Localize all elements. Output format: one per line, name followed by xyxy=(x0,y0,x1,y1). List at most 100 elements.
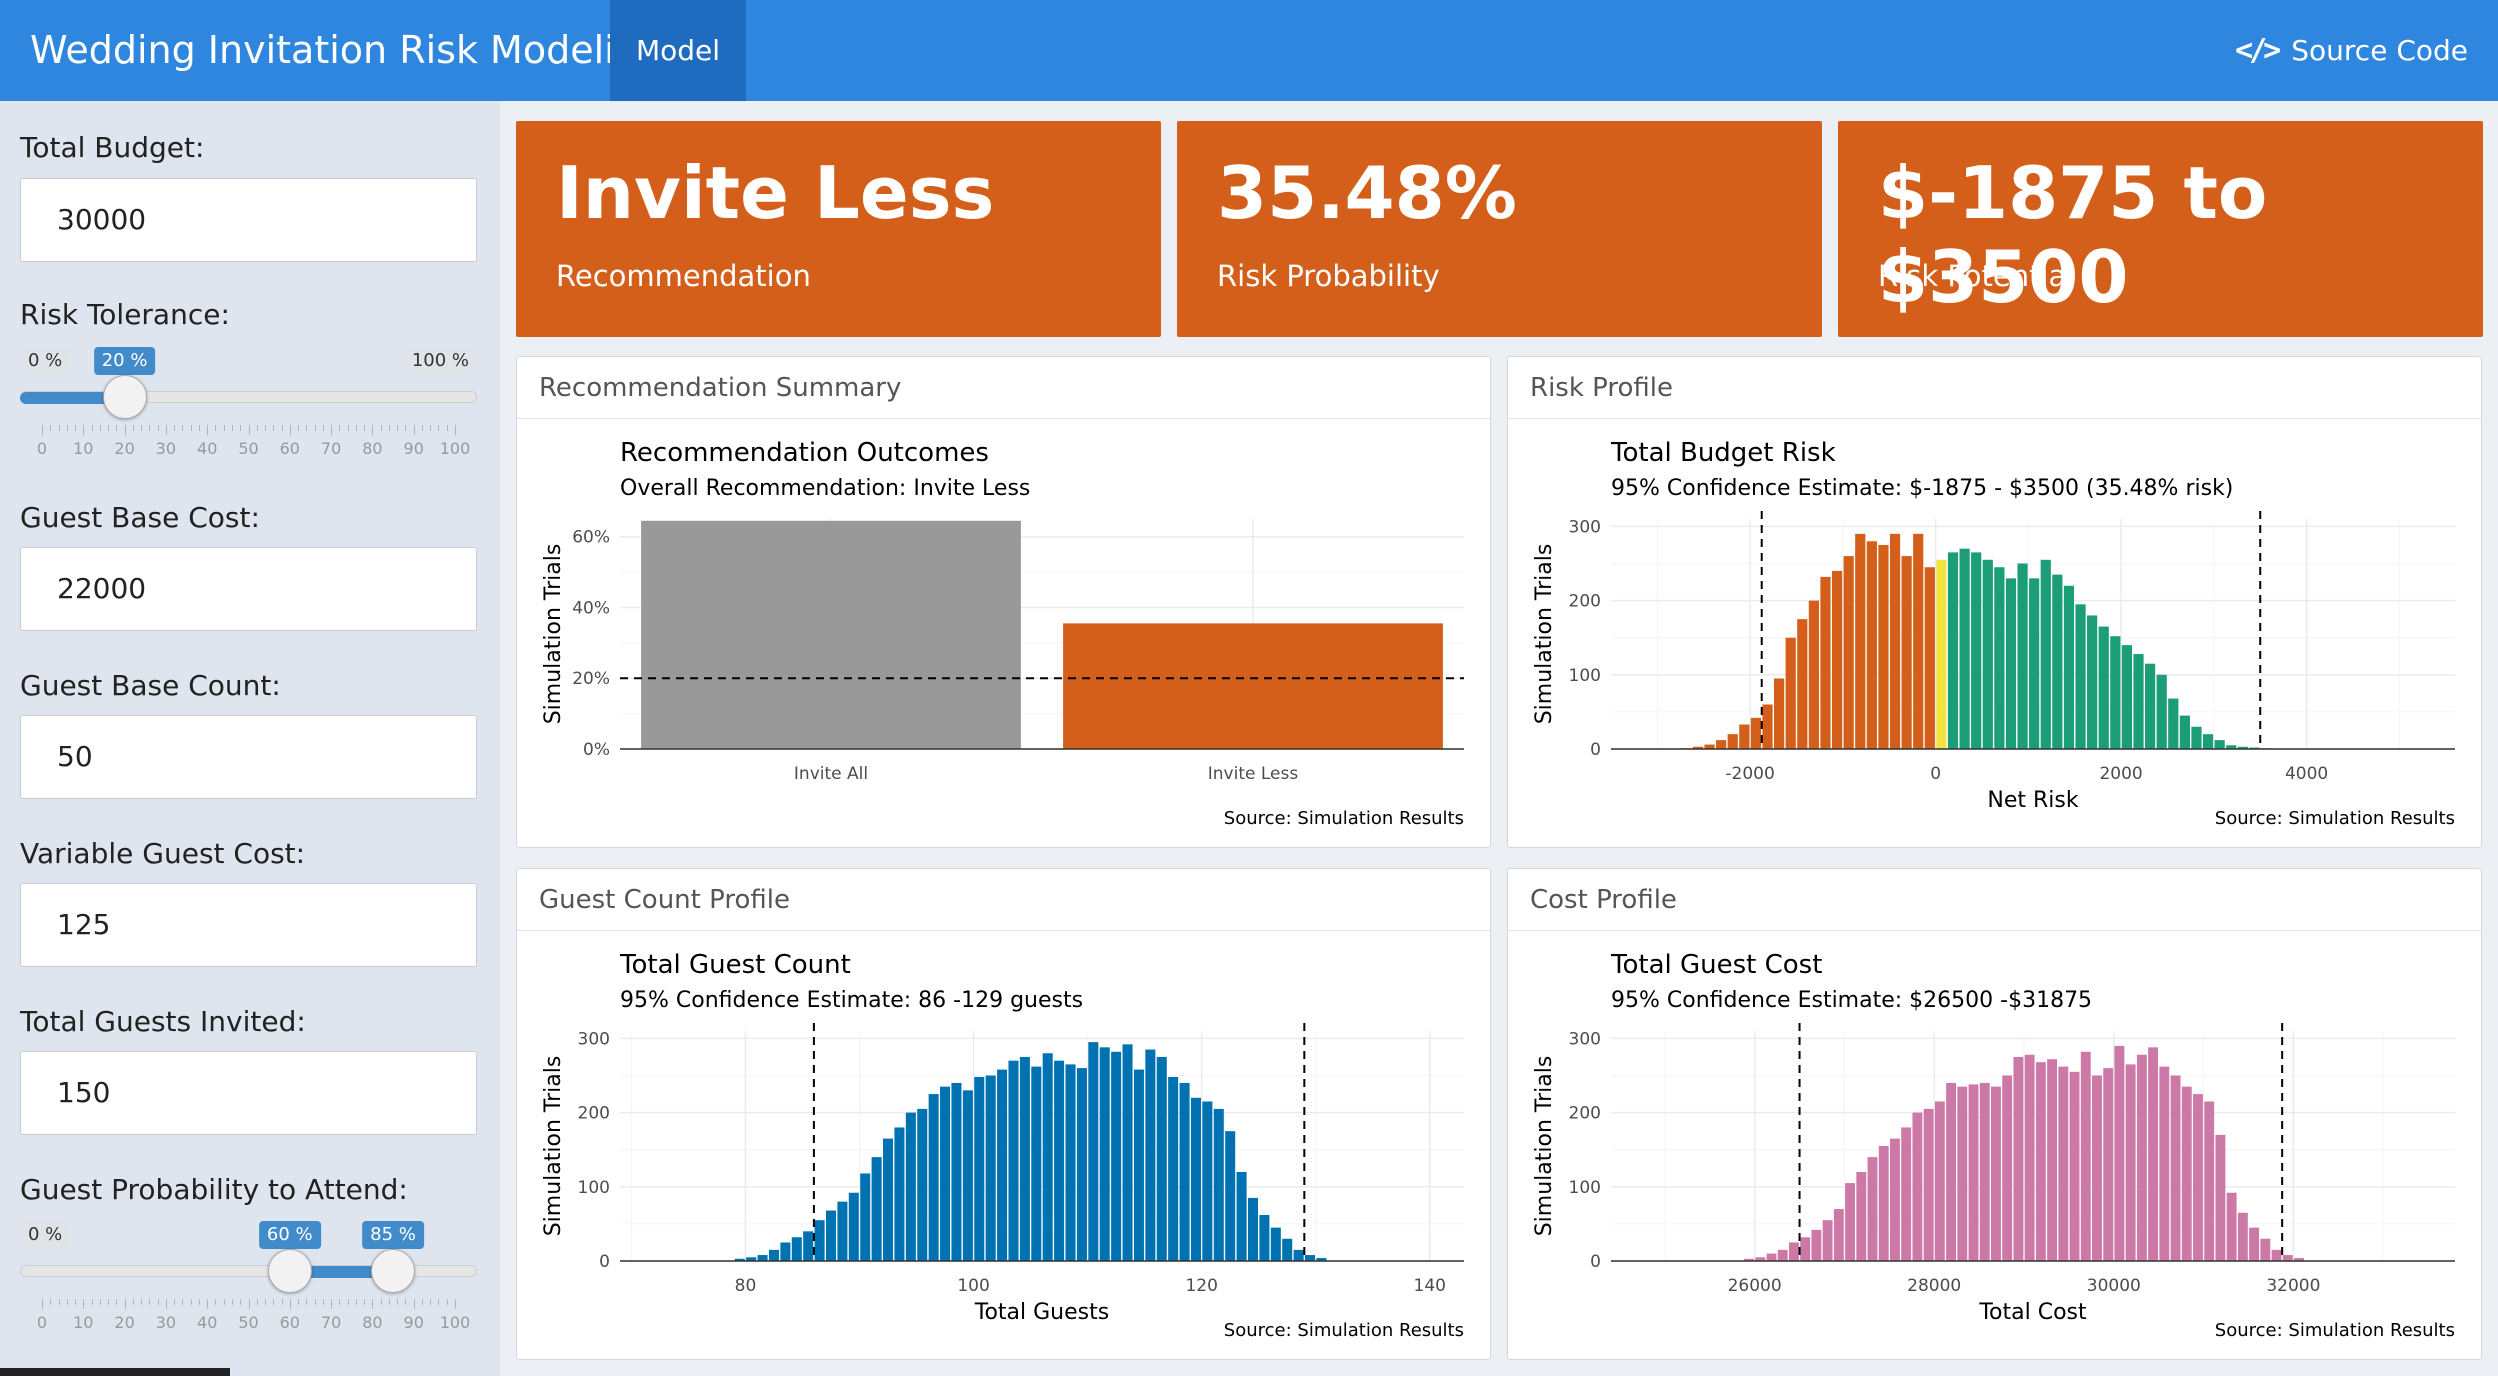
guest-base-count-input[interactable]: 50 xyxy=(20,715,477,799)
histogram-bar xyxy=(2103,1068,2114,1261)
chart-subtitle: 95% Confidence Estimate: $-1875 - $3500 … xyxy=(1611,476,2233,501)
histogram-bar xyxy=(2035,1062,2046,1261)
histogram-bar xyxy=(837,1201,848,1261)
histogram-bar xyxy=(2121,645,2133,749)
attend-slider-minor-tick xyxy=(388,1299,390,1305)
variable-guest-cost-label: Variable Guest Cost: xyxy=(20,837,306,870)
histogram-bar xyxy=(1236,1171,1247,1261)
histogram-bar xyxy=(1099,1047,1110,1261)
histogram-bar xyxy=(1225,1131,1236,1261)
risk-slider-tick-label: 60 xyxy=(279,439,300,458)
histogram-bar xyxy=(1855,533,1866,749)
histogram-bar xyxy=(1833,1209,1844,1261)
tab-model[interactable]: Model xyxy=(610,0,746,101)
risk-slider-minor-tick xyxy=(339,425,341,431)
attend-slider-tick xyxy=(83,1299,85,1309)
y-axis-label: Simulation Trials xyxy=(541,544,566,725)
recommendation-value: Invite Less xyxy=(556,151,995,235)
risk-slider-minor-tick xyxy=(397,425,399,431)
total-guests-invited-input[interactable]: 150 xyxy=(20,1051,477,1135)
histogram-bar xyxy=(1133,1069,1144,1261)
risk-potential-value-box: $-1875 to $3500 Risk Potential xyxy=(1838,121,2483,337)
sidebar: Total Budget: 30000 Risk Tolerance: 0 % 1… xyxy=(0,101,500,1376)
x-tick-label: -2000 xyxy=(1725,764,1774,784)
histogram-bar xyxy=(2024,1054,2035,1261)
histogram-bar xyxy=(2215,1134,2226,1261)
risk-slider-tick-label: 10 xyxy=(73,439,94,458)
histogram-bar xyxy=(1750,717,1762,749)
risk-slider-minor-tick xyxy=(116,425,118,431)
risk-slider-tick xyxy=(42,425,43,435)
y-axis-label: Simulation Trials xyxy=(1532,544,1557,725)
attend-slider-tick-label: 50 xyxy=(238,1313,259,1332)
risk-slider-minor-tick xyxy=(99,425,101,431)
histogram-bar xyxy=(1762,704,1773,749)
histogram-bar xyxy=(1042,1053,1053,1261)
attend-slider-minor-tick xyxy=(149,1299,151,1305)
histogram-bar xyxy=(962,1090,973,1261)
risk-slider-minor-tick xyxy=(157,425,159,431)
risk-slider-tick-label: 100 xyxy=(439,439,471,458)
chart-title: Total Guest Cost xyxy=(1610,950,1822,980)
risk-slider-minor-tick xyxy=(182,425,184,431)
histogram-bar xyxy=(1866,541,1877,749)
histogram-bar xyxy=(1843,556,1854,749)
recommendation-summary-panel: Recommendation Summary Recommendation Ou… xyxy=(516,356,1491,848)
histogram-bar xyxy=(997,1069,1008,1261)
attend-slider-minor-tick xyxy=(198,1299,200,1305)
risk-slider-minor-tick xyxy=(132,425,134,431)
risk-slider-minor-tick xyxy=(149,425,151,431)
histogram-bar xyxy=(1878,1146,1889,1261)
risk-slider-fill xyxy=(20,392,125,404)
attend-slider-handle-1[interactable] xyxy=(267,1249,312,1293)
histogram-bar xyxy=(1831,570,1843,749)
attend-slider-minor-tick xyxy=(265,1299,267,1305)
histogram-bar xyxy=(1934,1101,1945,1261)
attend-slider-value-badge-2: 85 % xyxy=(362,1221,424,1249)
histogram-bar xyxy=(2260,1238,2271,1261)
attend-slider-minor-tick xyxy=(281,1299,283,1305)
total-guests-invited-label: Total Guests Invited: xyxy=(20,1005,306,1038)
histogram-bar xyxy=(894,1127,905,1261)
guest-base-cost-input[interactable]: 22000 xyxy=(20,547,477,631)
y-axis-label: Simulation Trials xyxy=(1532,1056,1557,1237)
histogram-bar xyxy=(2029,578,2040,749)
guest-base-count-label: Guest Base Count: xyxy=(20,669,281,702)
risk-slider-minor-tick xyxy=(223,425,225,431)
risk-slider-minor-tick xyxy=(215,425,217,431)
histogram-bar xyxy=(746,1257,757,1261)
attend-slider-minor-tick xyxy=(322,1299,324,1305)
histogram-bar xyxy=(2148,1047,2159,1261)
risk-potential-value: $-1875 to $3500 xyxy=(1878,151,2268,319)
attend-slider-minor-tick xyxy=(174,1299,176,1305)
risk-tolerance-slider[interactable]: 0 % 100 % 20 % 0 10 20 30 40 50 60 70 80 90 100 xyxy=(20,347,477,467)
attend-slider-minor-tick xyxy=(132,1299,134,1305)
chart-title: Total Guest Count xyxy=(619,950,851,980)
risk-slider-handle-1[interactable] xyxy=(102,375,147,419)
histogram-bar xyxy=(1811,1229,1822,1261)
y-tick-label: 300 xyxy=(1569,1029,1601,1049)
variable-guest-cost-input[interactable]: 125 xyxy=(20,883,477,967)
attend-slider-minor-tick xyxy=(347,1299,349,1305)
attend-slider-handle-2[interactable] xyxy=(371,1249,416,1293)
attend-slider-minor-tick xyxy=(405,1299,407,1305)
y-tick-label: 40% xyxy=(572,598,610,618)
histogram-bar xyxy=(1716,740,1727,749)
histogram-bar xyxy=(2179,715,2190,749)
histogram-bar xyxy=(1808,600,1819,749)
histogram-bar xyxy=(1820,576,1831,749)
chart-caption: Source: Simulation Results xyxy=(1224,1320,1464,1341)
histogram-bar xyxy=(2168,698,2179,749)
risk-slider-minor-tick xyxy=(190,425,192,431)
histogram-bar xyxy=(1845,1183,1855,1261)
y-tick-label: 60% xyxy=(572,528,610,548)
attend-probability-slider[interactable]: 0 % 60 % 85 % 0 10 20 30 40 50 60 70 80 90 100 xyxy=(20,1221,477,1341)
histogram-bar xyxy=(1270,1227,1281,1261)
histogram-bar xyxy=(1088,1042,1099,1261)
risk-slider-minor-tick xyxy=(380,425,382,431)
x-tick-label: 120 xyxy=(1185,1276,1217,1296)
total-budget-input[interactable]: 30000 xyxy=(20,178,477,262)
source-code-link[interactable]: </> Source Code xyxy=(2235,0,2468,101)
chart-subtitle: Overall Recommendation: Invite Less xyxy=(620,476,1030,501)
histogram-bar xyxy=(1789,1242,1799,1261)
